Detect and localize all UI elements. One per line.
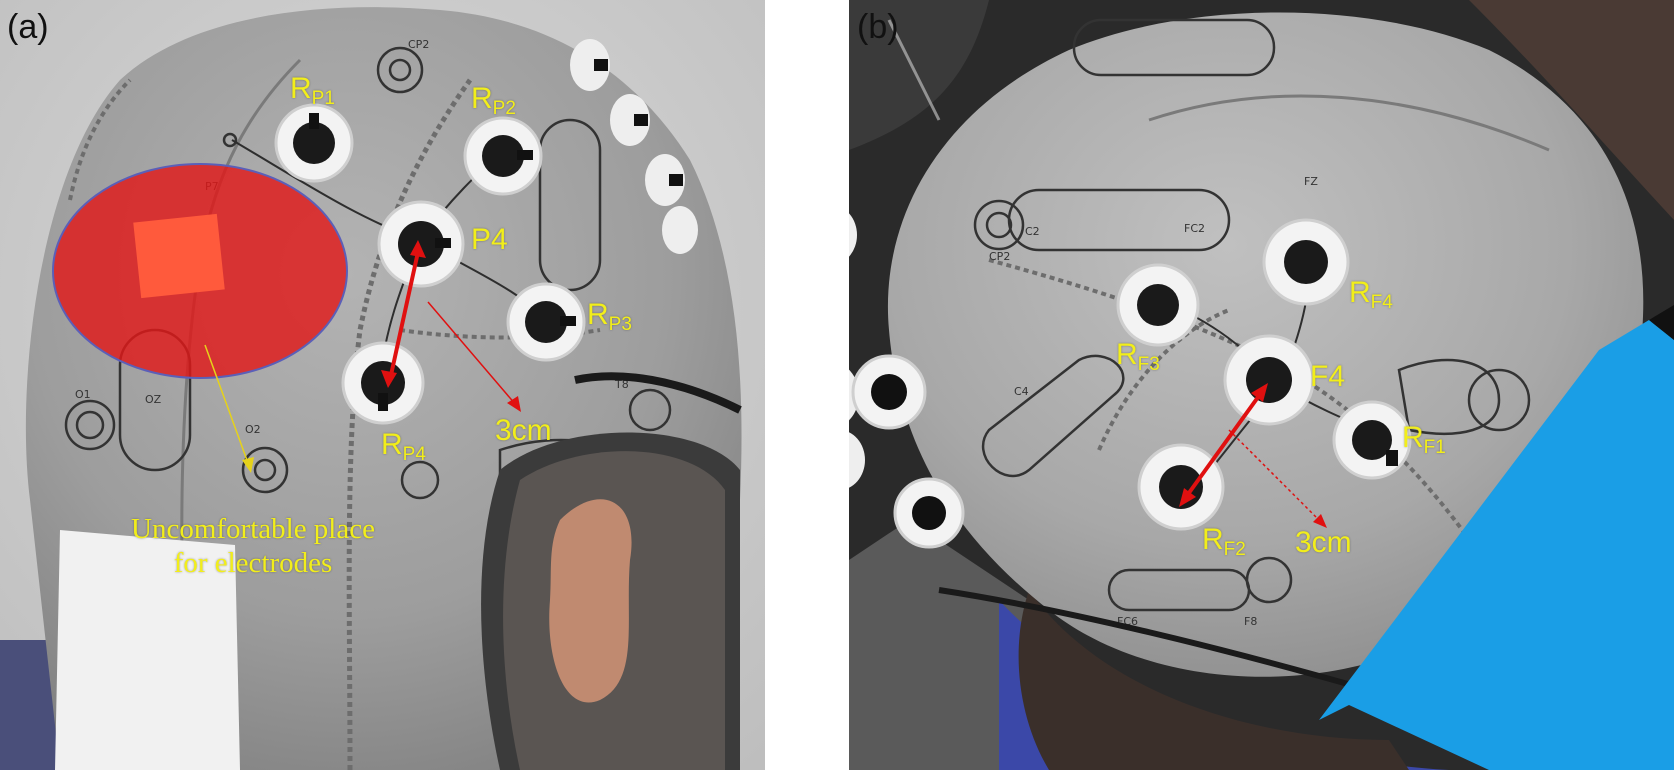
label-rp4: RP4 bbox=[381, 428, 426, 466]
electrode-f4 bbox=[1223, 334, 1315, 426]
label-p4: P4 bbox=[471, 223, 508, 256]
svg-text:FZ: FZ bbox=[1304, 175, 1318, 188]
label-rf1: RF1 bbox=[1402, 421, 1446, 459]
note-pointer-arrow bbox=[204, 344, 249, 464]
electrode-rp4 bbox=[341, 341, 425, 425]
label-rf3: RF3 bbox=[1116, 338, 1160, 376]
electrode-rf1 bbox=[1332, 400, 1412, 480]
label-f4: F4 bbox=[1310, 360, 1346, 393]
side-electrodes-a bbox=[570, 39, 698, 254]
electrode-rf4 bbox=[1262, 218, 1350, 306]
svg-text:C4: C4 bbox=[1014, 385, 1029, 398]
distance-arrow-a bbox=[389, 251, 420, 376]
distance-arrow-b bbox=[1184, 391, 1263, 499]
note-line-2: for electrodes bbox=[173, 547, 333, 579]
label-distance-a: 3cm bbox=[495, 414, 552, 447]
svg-text:O1: O1 bbox=[75, 388, 91, 401]
side-electrodes-b bbox=[849, 213, 965, 549]
photo-panel-a: P7 O1 OZ O2 T8 CP2 bbox=[0, 0, 765, 770]
electrode-rp3 bbox=[506, 282, 586, 362]
label-rf2: RF2 bbox=[1202, 523, 1246, 561]
electrode-rp2 bbox=[463, 116, 543, 196]
ear bbox=[549, 499, 632, 703]
svg-text:F8: F8 bbox=[1244, 615, 1257, 628]
electrode-rf2 bbox=[1137, 443, 1225, 531]
electrode-p4 bbox=[377, 200, 465, 288]
photo-panel-b: CP2 C2 FC2 C4 F8 FC6 FZ bbox=[849, 0, 1674, 770]
svg-text:CP2: CP2 bbox=[408, 38, 429, 51]
uncomfortable-note: Uncomfortable place for electrodes bbox=[93, 512, 413, 580]
svg-text:CP2: CP2 bbox=[989, 250, 1010, 263]
panel-label-b: (b) bbox=[857, 8, 899, 46]
label-rp3: RP3 bbox=[587, 298, 632, 336]
svg-text:C2: C2 bbox=[1025, 225, 1040, 238]
note-line-1: Uncomfortable place bbox=[131, 513, 375, 545]
orange-pad bbox=[133, 213, 225, 299]
electrode-rp1 bbox=[274, 103, 354, 183]
electrode-rf3 bbox=[1116, 263, 1200, 347]
svg-text:OZ: OZ bbox=[145, 393, 162, 406]
label-rf4: RF4 bbox=[1349, 276, 1393, 314]
privacy-cover bbox=[1319, 320, 1674, 770]
svg-text:FC2: FC2 bbox=[1184, 222, 1205, 235]
white-tape bbox=[55, 530, 240, 770]
label-rp2: RP2 bbox=[471, 82, 516, 120]
svg-text:T8: T8 bbox=[614, 378, 629, 391]
eeg-cap-photo-b: CP2 C2 FC2 C4 F8 FC6 FZ bbox=[849, 0, 1674, 770]
label-rp1: RP1 bbox=[290, 72, 335, 110]
label-distance-b: 3cm bbox=[1295, 526, 1352, 559]
eeg-cap-photo-a: P7 O1 OZ O2 T8 CP2 bbox=[0, 0, 765, 770]
svg-text:O2: O2 bbox=[245, 423, 261, 436]
panel-label-a: (a) bbox=[7, 8, 49, 46]
